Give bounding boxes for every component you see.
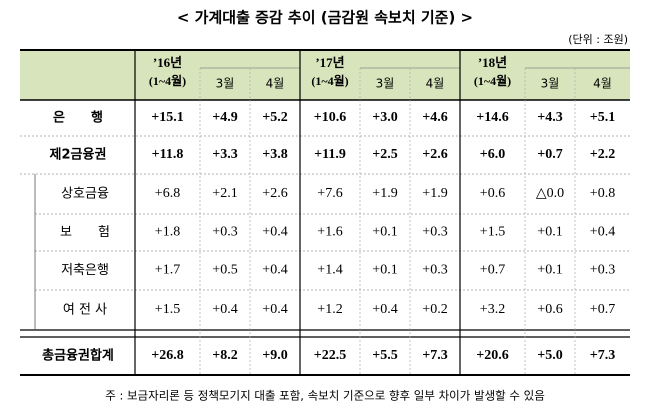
group-year: ’18년 — [478, 55, 507, 70]
cell-value: +9.0 — [262, 348, 287, 363]
month-header: 3월 — [376, 77, 395, 91]
cell-value: +10.6 — [314, 110, 346, 125]
cell-value: +5.1 — [590, 110, 615, 125]
month-header: 4월 — [426, 77, 445, 91]
cell-value: +7.3 — [590, 348, 615, 363]
row-label: 은 행 — [53, 110, 103, 126]
cell-value: △0.0 — [536, 186, 564, 201]
cell-value: +2.6 — [422, 147, 447, 162]
cell-value: +5.2 — [262, 110, 287, 125]
cell-value: +0.3 — [212, 225, 237, 240]
cell-value: +1.6 — [317, 225, 342, 240]
cell-value: +0.7 — [480, 263, 505, 278]
row-label: 보 험 — [60, 225, 110, 240]
cell-value: +6.0 — [480, 147, 505, 162]
unit: (단위 : 조원) — [568, 33, 628, 46]
cell-value: +4.3 — [537, 110, 562, 125]
cell-value: +0.4 — [212, 302, 237, 317]
cell-value: +3.8 — [262, 147, 287, 162]
cell-value: +0.3 — [422, 225, 447, 240]
cell-value: +11.8 — [152, 147, 184, 162]
cell-value: +1.5 — [480, 225, 505, 240]
cell-value: +0.5 — [212, 263, 237, 278]
row-label: 여 전 사 — [63, 303, 107, 318]
cell-value: +0.6 — [480, 186, 505, 201]
row-label: 상호금융 — [61, 187, 109, 202]
row-label: 총금융권합계 — [42, 348, 114, 364]
footnote: 주 : 보금자리론 등 정책모기지 대출 포함, 속보치 기준으로 향후 일부 … — [105, 389, 545, 403]
month-header: 4월 — [593, 77, 612, 91]
header-bg — [135, 50, 630, 68]
cell-value: +3.3 — [212, 147, 237, 162]
cell-value: +2.1 — [212, 186, 237, 201]
month-header: 4월 — [266, 77, 285, 91]
month-header: 3월 — [541, 77, 560, 91]
group-period: (1~4월) — [474, 73, 511, 88]
cell-value: +0.3 — [422, 263, 447, 278]
cell-value: +0.6 — [537, 302, 562, 317]
cell-value: +8.2 — [212, 348, 237, 363]
group-year: ’17년 — [315, 55, 344, 70]
cell-value: +0.4 — [262, 263, 287, 278]
cell-value: +0.1 — [372, 263, 397, 278]
cell-value: +2.2 — [590, 147, 615, 162]
cell-value: +5.0 — [537, 348, 562, 363]
cell-value: +0.3 — [590, 263, 615, 278]
cell-value: +2.6 — [262, 186, 287, 201]
group-year: ’16년 — [153, 55, 182, 70]
cell-value: +6.8 — [155, 186, 180, 201]
row-label: 저축은행 — [61, 262, 109, 278]
cell-value: +7.6 — [317, 186, 342, 201]
cell-value: +26.8 — [151, 348, 183, 363]
cell-value: +1.7 — [155, 263, 180, 278]
cell-value: +4.6 — [422, 110, 447, 125]
cell-value: +20.6 — [476, 348, 508, 363]
cell-value: +5.5 — [372, 348, 397, 363]
cell-value: +15.1 — [151, 110, 183, 125]
group-period: (1~4월) — [311, 73, 348, 88]
cell-value: +3.2 — [480, 302, 505, 317]
cell-value: +0.4 — [262, 302, 287, 317]
cell-value: +3.0 — [372, 110, 397, 125]
cell-value: +7.3 — [422, 348, 447, 363]
cell-value: +2.5 — [372, 147, 397, 162]
cell-value: +1.4 — [317, 263, 342, 278]
cell-value: +1.9 — [372, 186, 397, 201]
cell-value: +1.8 — [155, 225, 180, 240]
cell-value: +0.1 — [537, 225, 562, 240]
cell-value: +0.1 — [372, 225, 397, 240]
cell-value: +0.4 — [262, 225, 287, 240]
title: < 가계대출 증감 추이 (금감원 속보치 기준) > — [177, 9, 473, 27]
cell-value: +0.4 — [590, 225, 615, 240]
cell-value: +0.7 — [537, 147, 562, 162]
cell-value: +4.9 — [212, 110, 237, 125]
cell-value: +1.5 — [155, 302, 180, 317]
cell-value: +0.8 — [590, 186, 615, 201]
cell-value: +1.2 — [317, 302, 342, 317]
cell-value: +22.5 — [314, 348, 346, 363]
cell-value: +14.6 — [476, 110, 508, 125]
group-period: (1~4월) — [149, 73, 186, 88]
cell-value: +0.2 — [422, 302, 447, 317]
month-header: 3월 — [216, 77, 235, 91]
cell-value: +0.1 — [537, 263, 562, 278]
row-label: 제2금융권 — [50, 147, 107, 163]
cell-value: +0.4 — [372, 302, 397, 317]
cell-value: +1.9 — [422, 186, 447, 201]
cell-value: +0.7 — [590, 302, 615, 317]
cell-value: +11.9 — [314, 147, 346, 162]
